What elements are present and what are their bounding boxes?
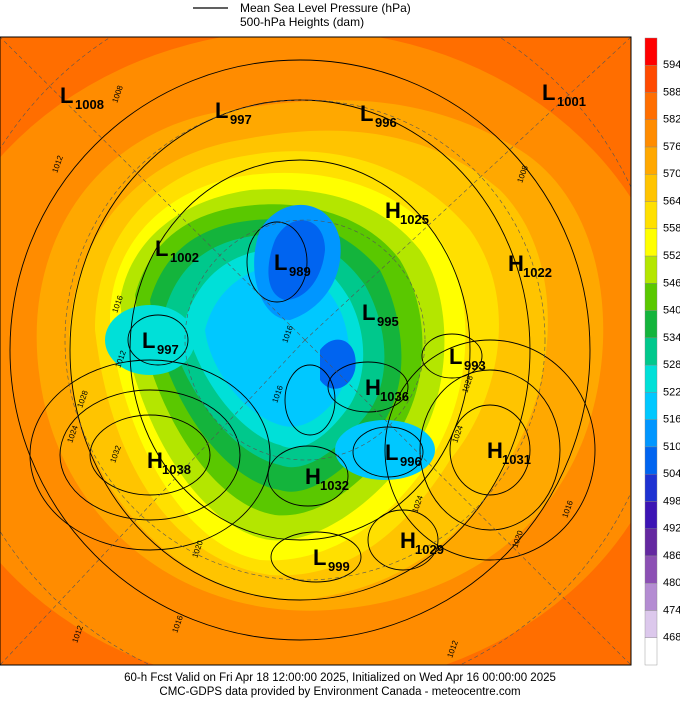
- colorbar-label: 546: [663, 277, 680, 289]
- colorbar-segment: [644, 419, 658, 448]
- colorbar-segment: [644, 146, 658, 175]
- pressure-center-value: 1008: [75, 97, 104, 112]
- pressure-center-value: 1025: [400, 212, 429, 227]
- colorbar-segment: [644, 310, 658, 339]
- colorbar-segment: [644, 473, 658, 502]
- pressure-center-type: L: [542, 80, 555, 105]
- pressure-center-value: 995: [377, 314, 399, 329]
- colorbar-label: 540: [663, 305, 680, 317]
- colorbar-segment: [644, 255, 658, 284]
- colorbar-segment: [644, 528, 658, 557]
- pressure-center-value: 996: [375, 115, 397, 130]
- colorbar-label: 582: [663, 114, 680, 126]
- pressure-center-type: L: [313, 545, 326, 570]
- pressure-center-type: H: [400, 528, 416, 553]
- colorbar-segment: [644, 65, 658, 93]
- colorbar-label: 576: [663, 141, 680, 153]
- pressure-center-value: 997: [157, 342, 179, 357]
- colorbar-segment: [644, 37, 658, 66]
- pressure-center-type: L: [449, 344, 462, 369]
- colorbar-segment: [644, 228, 658, 257]
- legend-text: Mean Sea Level Pressure (hPa): [240, 1, 411, 15]
- colorbar-segment: [644, 392, 658, 420]
- pressure-center-type: L: [215, 98, 228, 123]
- colorbar-segment: [644, 283, 658, 311]
- colorbar-segment: [644, 119, 658, 148]
- footer-text: CMC-GDPS data provided by Environment Ca…: [159, 686, 520, 698]
- pressure-center-type: L: [155, 236, 168, 261]
- colorbar-segment: [644, 555, 658, 584]
- map-frame: [0, 36, 632, 666]
- colorbar-segment: [644, 364, 658, 393]
- colorbar-segment: [644, 201, 658, 230]
- pressure-center-value: 993: [464, 358, 486, 373]
- colorbar-segment: [644, 610, 658, 638]
- pressure-center-type: H: [487, 438, 503, 463]
- colorbar-label: 552: [663, 250, 680, 262]
- colorbar-label: 486: [663, 550, 680, 562]
- pressure-center-type: H: [385, 198, 401, 223]
- pressure-center-value: 989: [289, 264, 311, 279]
- pressure-center-value: 997: [230, 112, 252, 127]
- colorbar-label: 516: [663, 414, 680, 426]
- pressure-center-type: H: [147, 448, 163, 473]
- pressure-center-value: 1036: [380, 389, 409, 404]
- colorbar-label: 492: [663, 523, 680, 535]
- colorbar-segment: [644, 637, 658, 666]
- colorbar-segment: [644, 446, 658, 475]
- colorbar-segment: [644, 583, 658, 611]
- legend-text: 500-hPa Heights (dam): [240, 15, 364, 29]
- pressure-center-value: 1032: [320, 478, 349, 493]
- colorbar-label: 534: [663, 332, 680, 344]
- colorbar-label: 504: [663, 468, 680, 480]
- pressure-center-value: 1002: [170, 250, 199, 265]
- colorbar-label: 468: [663, 632, 680, 644]
- footer-text: 60-h Fcst Valid on Fri Apr 18 12:00:00 2…: [124, 672, 556, 684]
- colorbar-segment: [644, 92, 658, 120]
- colorbar-label: 474: [663, 604, 680, 616]
- pressure-center-type: L: [360, 101, 373, 126]
- pressure-center-type: L: [385, 440, 398, 465]
- pressure-center-type: H: [508, 251, 524, 276]
- pressure-center-type: L: [142, 328, 155, 353]
- pressure-center-value: 1029: [415, 542, 444, 557]
- pressure-center-type: H: [365, 375, 381, 400]
- colorbar-label: 558: [663, 223, 680, 235]
- pressure-center-value: 1022: [523, 265, 552, 280]
- colorbar-label: 564: [663, 195, 680, 207]
- pressure-center-value: 999: [328, 559, 350, 574]
- pressure-center-type: H: [305, 464, 321, 489]
- pressure-center-type: L: [274, 250, 287, 275]
- pressure-center-value: 1031: [502, 452, 531, 467]
- pressure-center-value: 996: [400, 454, 422, 469]
- colorbar-label: 498: [663, 495, 680, 507]
- colorbar-label: 510: [663, 441, 680, 453]
- colorbar-segment: [644, 337, 658, 366]
- colorbar-label: 528: [663, 359, 680, 371]
- pressure-center-value: 1038: [162, 462, 191, 477]
- colorbar-segment: [644, 174, 658, 202]
- pressure-center-value: 1001: [557, 94, 586, 109]
- colorbar-segment: [644, 501, 658, 529]
- colorbar-label: 570: [663, 168, 680, 180]
- colorbar-label: 594: [663, 59, 680, 71]
- colorbar-label: 480: [663, 577, 680, 589]
- pressure-center-type: L: [60, 83, 73, 108]
- colorbar-label: 522: [663, 386, 680, 398]
- pressure-center-type: L: [362, 300, 375, 325]
- colorbar-label: 588: [663, 86, 680, 98]
